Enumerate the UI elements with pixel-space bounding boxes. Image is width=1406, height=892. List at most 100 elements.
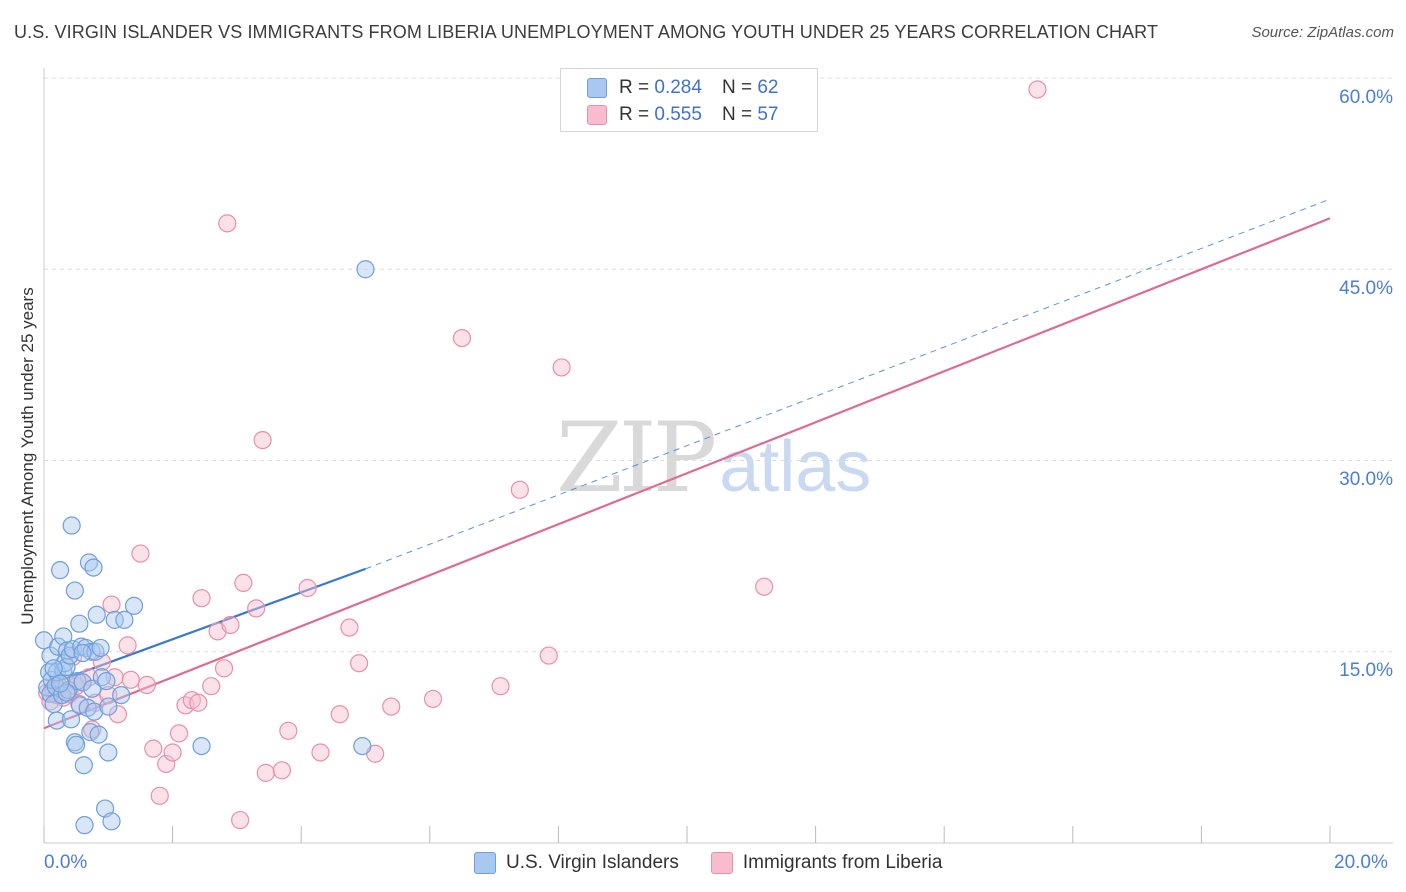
series-swatch-pink — [710, 852, 733, 874]
point-liberia — [231, 810, 250, 830]
point-virgin-islanders — [73, 673, 92, 692]
point-virgin-islanders — [356, 260, 375, 279]
point-virgin-islanders — [85, 702, 104, 721]
x-tick-label-0: 0.0% — [44, 852, 88, 873]
data-points — [34, 80, 1047, 835]
point-liberia — [247, 599, 266, 618]
point-virgin-islanders — [58, 641, 77, 660]
y-tick-label-60: 60.0% — [1339, 87, 1393, 108]
legend-r-value: 0.555 — [654, 104, 702, 125]
point-liberia — [144, 739, 163, 758]
legend-r-label: R = — [619, 104, 650, 125]
legend-n-label: N = — [721, 104, 753, 125]
series-legend: U.S. Virgin Islanders Immigrants from Li… — [474, 852, 942, 874]
chart-title: U.S. VIRGIN ISLANDER VS IMMIGRANTS FROM … — [14, 22, 1159, 42]
y-tick-label-15: 15.0% — [1339, 660, 1393, 681]
legend-row-liberia: R = 0.555 N = 57 — [587, 104, 778, 126]
point-virgin-islanders — [105, 610, 124, 629]
point-virgin-islanders — [99, 697, 118, 716]
point-liberia — [189, 693, 208, 712]
point-liberia — [510, 480, 529, 499]
source-label: Source: ZipAtlas.com — [1251, 24, 1394, 41]
point-liberia — [192, 589, 211, 608]
point-virgin-islanders — [99, 743, 118, 762]
point-virgin-islanders — [97, 671, 116, 691]
point-liberia — [137, 675, 156, 695]
legend-n-label: N = — [721, 77, 753, 98]
trend-line-liberia — [43, 217, 1331, 730]
trend-line-virgin-islanders — [43, 567, 366, 688]
point-liberia — [169, 724, 189, 743]
point-liberia — [234, 573, 253, 593]
point-liberia — [552, 358, 571, 377]
point-virgin-islanders — [87, 605, 106, 624]
y-tick-label-30: 30.0% — [1339, 469, 1393, 490]
point-virgin-islanders — [67, 735, 86, 754]
legend-swatch-pink — [587, 105, 607, 125]
point-liberia — [102, 595, 121, 614]
y-tick-label-45: 45.0% — [1339, 278, 1393, 299]
point-virgin-islanders — [50, 674, 70, 693]
axes — [43, 68, 1393, 844]
legend-swatch-blue — [587, 78, 607, 98]
point-liberia — [253, 431, 272, 450]
point-liberia — [491, 677, 510, 696]
point-virgin-islanders — [124, 596, 144, 615]
point-liberia — [214, 659, 234, 678]
point-virgin-islanders — [91, 638, 110, 658]
point-virgin-islanders — [353, 736, 372, 756]
point-liberia — [298, 578, 317, 598]
x-tick-label-20: 20.0% — [1334, 852, 1388, 873]
point-virgin-islanders — [65, 581, 84, 600]
point-virgin-islanders — [192, 736, 211, 756]
point-liberia — [382, 697, 401, 716]
point-virgin-islanders — [75, 816, 94, 835]
point-liberia — [157, 754, 176, 774]
trend-lines — [43, 198, 1331, 730]
point-virgin-islanders — [89, 725, 108, 744]
series-swatch-blue — [474, 852, 496, 874]
point-virgin-islanders — [70, 614, 89, 633]
point-liberia — [121, 670, 140, 689]
point-virgin-islanders — [61, 710, 81, 729]
point-liberia — [349, 654, 369, 673]
point-liberia — [163, 743, 182, 762]
point-liberia — [256, 763, 275, 782]
point-liberia — [423, 689, 443, 709]
series-label-liberia: Immigrants from Liberia — [742, 852, 943, 873]
point-liberia — [279, 721, 298, 740]
point-virgin-islanders — [73, 643, 92, 663]
point-liberia — [118, 636, 137, 655]
point-virgin-islanders — [50, 561, 70, 580]
point-virgin-islanders — [47, 711, 66, 730]
point-virgin-islanders — [102, 812, 121, 831]
grid — [44, 77, 1393, 653]
point-virgin-islanders — [112, 685, 131, 705]
point-virgin-islanders — [84, 558, 103, 577]
point-liberia — [150, 786, 169, 805]
point-liberia — [272, 761, 292, 780]
point-liberia — [131, 544, 150, 563]
point-liberia — [108, 705, 128, 724]
point-virgin-islanders — [62, 516, 81, 535]
point-liberia — [221, 615, 240, 635]
trend-line-virgin-islanders-extended — [365, 198, 1331, 570]
y-axis-label: Unemployment Among Youth under 25 years — [18, 287, 37, 625]
point-virgin-islanders — [57, 683, 76, 702]
legend-r-label: R = — [619, 77, 650, 98]
point-liberia — [218, 214, 237, 233]
point-liberia — [202, 677, 221, 696]
legend-row-virgin-islanders: R = 0.284 N = 62 — [587, 77, 778, 99]
point-liberia — [539, 646, 558, 665]
point-liberia — [452, 329, 472, 348]
point-liberia — [1028, 80, 1047, 99]
legend-n-value: 62 — [757, 77, 779, 98]
point-virgin-islanders — [54, 627, 73, 646]
point-liberia — [755, 577, 774, 596]
point-virgin-islanders — [44, 659, 63, 678]
point-liberia — [311, 743, 330, 762]
point-virgin-islanders — [115, 610, 134, 629]
point-liberia — [330, 705, 349, 724]
legend-n-value: 57 — [757, 104, 779, 125]
